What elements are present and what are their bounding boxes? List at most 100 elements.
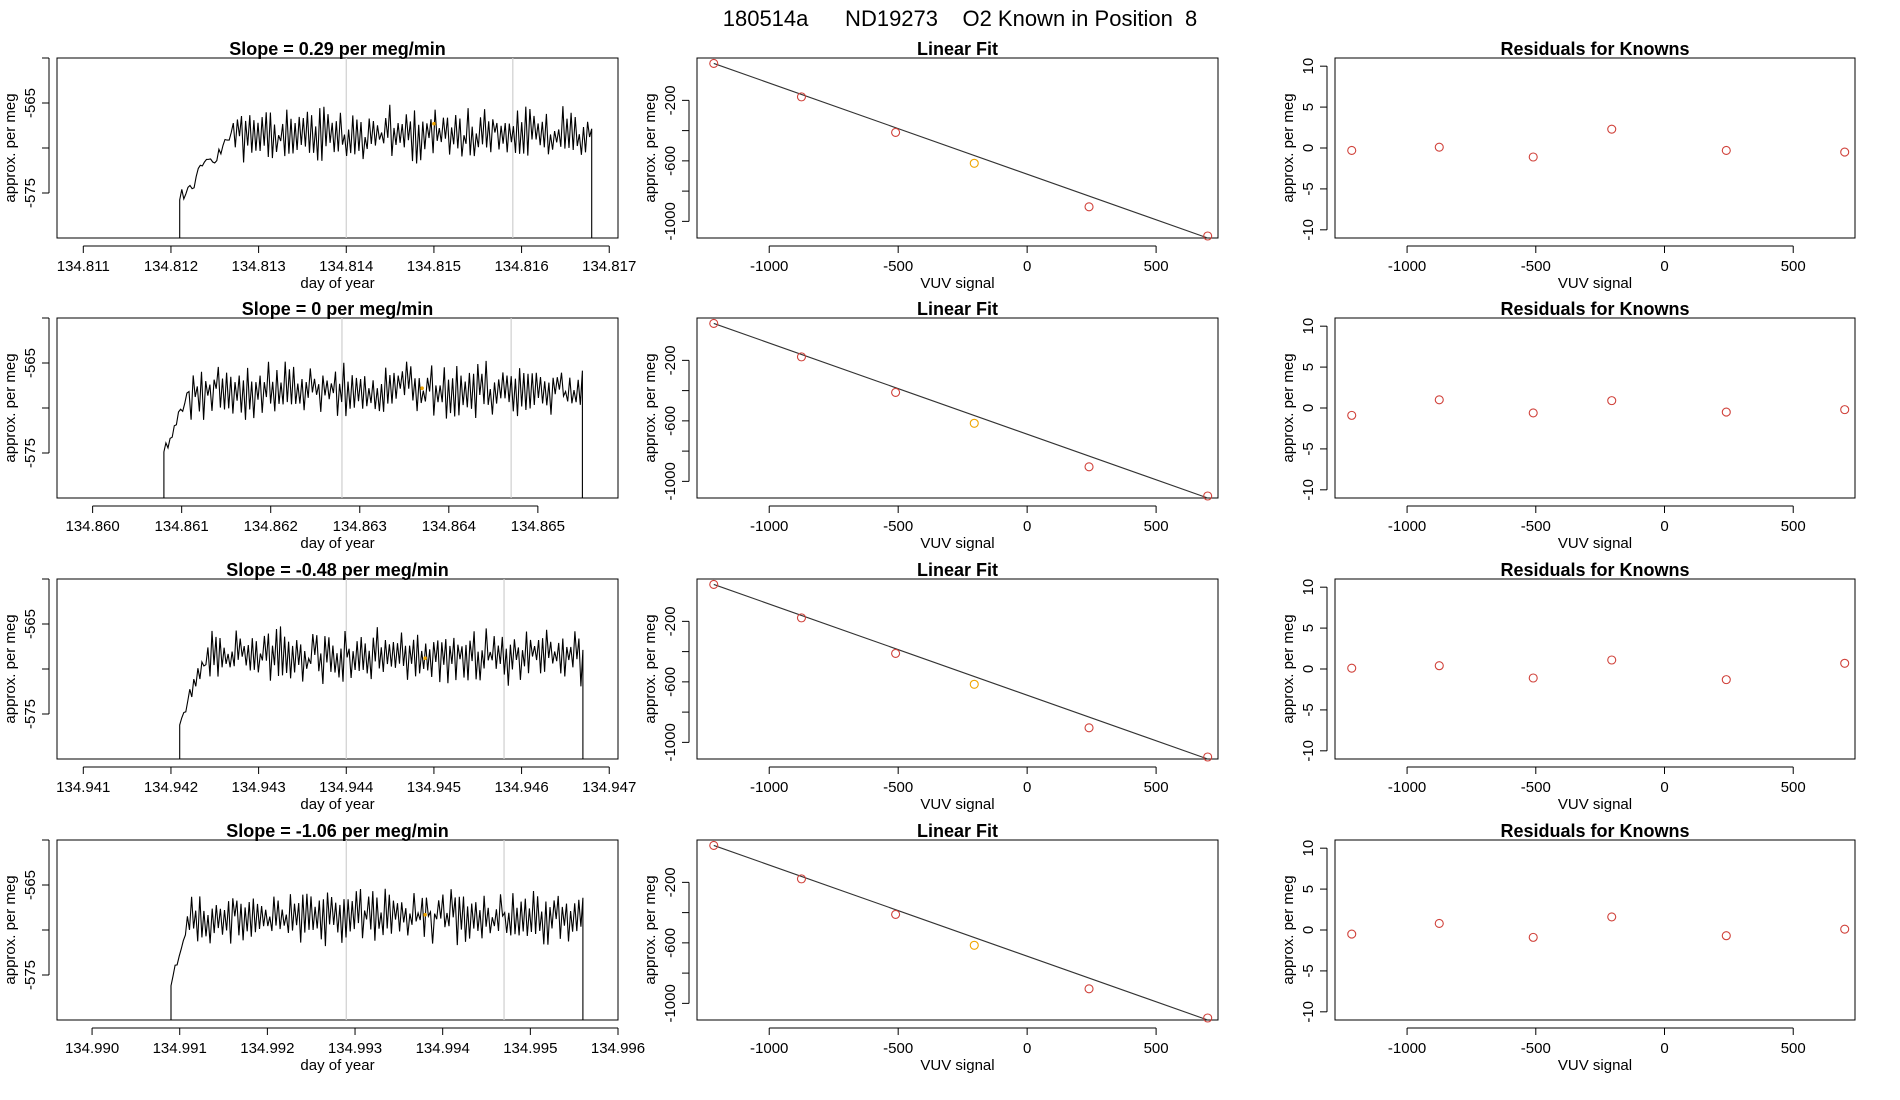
x-tick-label: 134.944: [319, 779, 373, 796]
x-axis-label: day of year: [300, 1057, 374, 1074]
y-axis-label: approx. per meg: [642, 614, 659, 723]
x-tick-label: 134.942: [144, 779, 198, 796]
data-point: [1840, 405, 1850, 415]
x-tick-label: -1000: [750, 258, 788, 275]
data-point: [796, 92, 807, 102]
x-tick-label: 0: [1023, 258, 1031, 275]
x-axis-label: VUV signal: [1558, 275, 1632, 292]
y-tick-label: 5: [1300, 624, 1317, 632]
x-tick-label: -1000: [1388, 779, 1426, 796]
y-tick-label: 5: [1300, 363, 1317, 371]
panel-7: Slope = -0.48 per meg/min 134.941 134.942 1…: [2, 560, 636, 813]
plot-frame: [696, 578, 1219, 760]
fit-line: [713, 583, 1208, 760]
panel-title: Slope = -1.06 per meg/min: [226, 821, 449, 841]
x-tick-label: 134.946: [494, 779, 548, 796]
data-point: [1840, 658, 1850, 668]
x-axis-label: day of year: [300, 796, 374, 813]
y-tick-label: -565: [22, 609, 39, 639]
panel-5: Linear Fit -1000 -500 0 500 VUV signal -200 -60…: [642, 299, 1219, 552]
plot-frame: [56, 57, 619, 239]
y-tick-label: 5: [1300, 103, 1317, 111]
fit-line: [713, 322, 1208, 499]
y-tick-label: -565: [22, 88, 39, 118]
panel-3: Residuals for Knowns -1000 -500 0 500 VUV sig…: [1280, 39, 1856, 292]
plot-frame: [696, 57, 1219, 239]
plot-frame: [1334, 578, 1856, 760]
x-tick-label: 134.861: [155, 518, 209, 535]
highlight-marker: [423, 912, 427, 917]
panel-11: Linear Fit -1000 -500 0 500 VUV signal -200 -60…: [642, 821, 1219, 1074]
data-point: [709, 579, 719, 589]
panel-title: Residuals for Knowns: [1500, 299, 1689, 319]
x-tick-label: 134.860: [66, 518, 120, 535]
y-tick-label: 0: [1300, 144, 1317, 152]
x-tick-label: -500: [1521, 779, 1551, 796]
x-tick-label: -500: [883, 258, 913, 275]
data-point: [1607, 655, 1617, 665]
y-tick-label: -10: [1300, 740, 1317, 762]
x-tick-label: 0: [1023, 1040, 1031, 1057]
data-point: [796, 613, 807, 623]
x-tick-label: 500: [1144, 258, 1169, 275]
panel-2: Linear Fit -1000 -500 0 500 VUV signal -200 -60…: [642, 39, 1219, 292]
panel-title: Slope = 0 per meg/min: [242, 299, 434, 319]
panel-title: Residuals for Knowns: [1500, 39, 1689, 59]
x-tick-label: 0: [1660, 1040, 1668, 1057]
x-tick-label: 500: [1781, 258, 1806, 275]
x-tick-label: -1000: [1388, 1040, 1426, 1057]
x-tick-label: 500: [1144, 1040, 1169, 1057]
x-tick-label: -1000: [750, 779, 788, 796]
y-tick-label: -1000: [662, 723, 679, 761]
x-tick-label: 500: [1144, 779, 1169, 796]
x-tick-label: 134.993: [328, 1040, 382, 1057]
x-tick-label: -500: [883, 779, 913, 796]
y-axis-label: approx. per meg: [642, 875, 659, 984]
plot-frame: [56, 839, 619, 1021]
data-point: [1607, 396, 1617, 406]
data-point: [709, 318, 719, 328]
y-tick-label: -575: [22, 960, 39, 990]
data-point: [1203, 231, 1213, 241]
data-point: [1347, 145, 1357, 156]
plot-frame: [1334, 317, 1856, 499]
y-tick-label: -200: [662, 345, 679, 375]
panel-1: Slope = 0.29 per meg/min 134.811 134.812 13…: [2, 39, 636, 292]
x-tick-label: 134.864: [422, 518, 476, 535]
x-tick-label: -1000: [750, 1040, 788, 1057]
y-tick-label: -10: [1300, 219, 1317, 241]
x-tick-label: 134.947: [582, 779, 636, 796]
x-tick-label: 134.863: [333, 518, 387, 535]
data-point: [969, 418, 979, 428]
data-point: [1434, 918, 1444, 929]
y-tick-label: -5: [1300, 442, 1317, 455]
x-tick-label: 134.817: [582, 258, 636, 275]
panel-title: Slope = -0.48 per meg/min: [226, 560, 449, 580]
x-tick-label: 134.862: [244, 518, 298, 535]
data-point: [1084, 202, 1094, 212]
y-tick-label: -1000: [662, 202, 679, 240]
plot-frame: [56, 317, 619, 499]
y-axis-label: approx. per meg: [2, 93, 19, 202]
y-tick-label: -1000: [662, 984, 679, 1022]
x-tick-label: 134.995: [503, 1040, 557, 1057]
panel-title: Linear Fit: [917, 560, 998, 580]
data-point: [1528, 673, 1538, 683]
x-axis-label: VUV signal: [1558, 1057, 1632, 1074]
y-tick-label: -600: [662, 146, 679, 176]
panel-8: Linear Fit -1000 -500 0 500 VUV signal -200 -60…: [642, 560, 1219, 813]
data-point: [1840, 924, 1850, 934]
data-point: [1528, 932, 1538, 942]
y-tick-label: -565: [22, 348, 39, 378]
x-tick-label: -500: [883, 1040, 913, 1057]
data-point: [1084, 462, 1094, 472]
panel-4: Slope = 0 per meg/min 134.860 134.861 134.8…: [2, 299, 619, 552]
x-tick-label: 134.815: [407, 258, 461, 275]
x-axis-label: VUV signal: [920, 275, 994, 292]
x-tick-label: 134.865: [511, 518, 565, 535]
plot-frame: [696, 839, 1219, 1021]
y-axis-label: approx. per meg: [642, 353, 659, 462]
highlight-marker: [420, 386, 424, 391]
x-tick-label: -500: [1521, 518, 1551, 535]
x-axis-label: VUV signal: [920, 796, 994, 813]
